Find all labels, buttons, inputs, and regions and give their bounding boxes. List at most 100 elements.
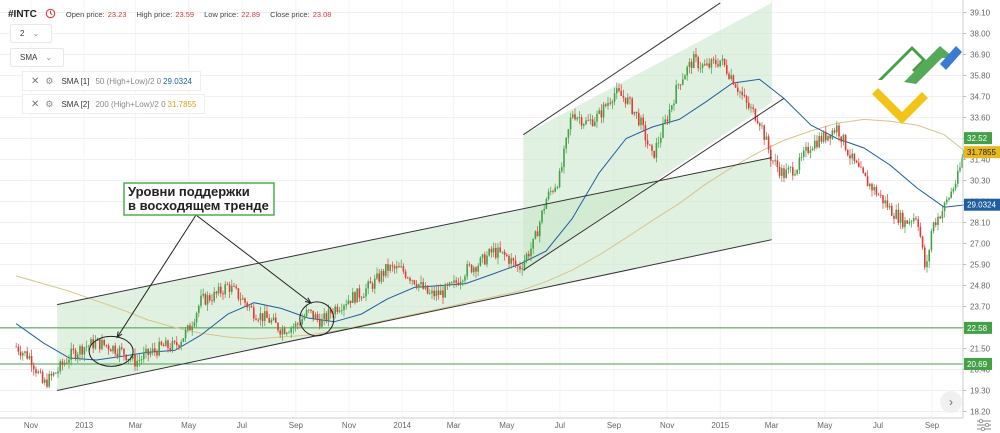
close-icon[interactable]: ✕ <box>31 75 40 87</box>
y-tick-label: 24.80 <box>970 282 991 291</box>
candle-body <box>571 114 574 118</box>
candle-body <box>950 191 952 198</box>
indicator-name: SMA [2] <box>61 99 90 109</box>
price-tag-label: 32.52 <box>967 134 988 143</box>
candle-body <box>226 284 229 286</box>
candle-body <box>508 255 510 264</box>
candle-body <box>182 338 185 343</box>
candle-body <box>37 371 39 374</box>
candle-body <box>175 342 178 346</box>
candle-body <box>794 173 796 176</box>
candle-body <box>446 284 449 286</box>
candle-body <box>901 212 904 228</box>
candle-body <box>41 372 44 383</box>
close-icon[interactable]: ✕ <box>31 98 40 110</box>
price-tag <box>964 146 1000 159</box>
interval-value: 2 <box>20 29 25 38</box>
candle-body <box>59 361 61 372</box>
candle-body <box>50 373 53 376</box>
candle-body <box>123 348 125 355</box>
candle-body <box>926 261 928 268</box>
candle-body <box>450 282 453 284</box>
annotation-line-2: в восходящем тренде <box>128 198 269 213</box>
price-tag-label: 31.7855 <box>967 148 996 157</box>
candle-body <box>534 231 537 239</box>
candle-body <box>83 347 86 355</box>
candle-body <box>747 102 750 109</box>
candle-body <box>162 344 165 347</box>
candle-body <box>930 231 933 251</box>
settings-icon[interactable] <box>977 418 991 431</box>
gear-icon[interactable]: ⚙ <box>45 98 54 109</box>
candle-body <box>556 187 559 188</box>
indicator-select[interactable]: SMA ⌄ <box>10 48 64 67</box>
candle-body <box>299 323 301 325</box>
candle-body <box>28 355 31 359</box>
candle-body <box>910 221 913 223</box>
candle-body <box>879 194 882 196</box>
candle-body <box>191 326 193 331</box>
candle-body <box>635 111 638 113</box>
candle-body <box>125 354 127 361</box>
candle-body <box>70 348 72 360</box>
candle-body <box>395 266 398 269</box>
candle-body <box>816 140 818 148</box>
candle-body <box>851 153 853 159</box>
candle-body <box>57 371 59 374</box>
candle-body <box>61 361 64 365</box>
candle-body <box>279 330 281 335</box>
candle-body <box>501 251 504 253</box>
candle-body <box>928 250 930 262</box>
brand-logo <box>872 46 962 124</box>
candle-body <box>673 103 675 106</box>
candle-body <box>695 54 697 58</box>
candle-body <box>305 310 308 317</box>
candle-body <box>448 282 451 286</box>
scroll-forward-button[interactable]: › <box>940 391 962 413</box>
y-tick-label: 36.90 <box>970 51 991 60</box>
open-value: 23.23 <box>107 9 127 19</box>
candle-body <box>541 210 543 223</box>
indicator-row-sma2[interactable]: ✕ ⚙ SMA [2] 200 (High+Low)/2 0 31.7855 <box>22 94 206 114</box>
candle-body <box>699 67 702 69</box>
chevron-right-icon: › <box>949 395 953 409</box>
candle-body <box>195 313 198 323</box>
y-tick-label: 19.30 <box>970 387 991 396</box>
candle-body <box>101 339 103 350</box>
candle-body <box>626 97 629 104</box>
candle-body <box>772 160 774 162</box>
time-axis[interactable]: Nov 2013 Mar May Jul Sep Nov 2014 Mar May Jul Sep No… <box>0 417 963 430</box>
candle-body <box>868 183 871 187</box>
x-tick-label: Mar <box>765 421 779 430</box>
candle-body <box>497 247 499 258</box>
candle-body <box>235 286 237 289</box>
candle-body <box>65 362 68 364</box>
candle-body <box>237 288 240 299</box>
candle-body <box>230 285 233 292</box>
candle-body <box>202 293 204 296</box>
candle-body <box>503 251 506 255</box>
candle-body <box>800 156 803 158</box>
candle-body <box>710 59 713 68</box>
candle-body <box>776 160 779 167</box>
candle-body <box>409 278 411 281</box>
candle-body <box>63 362 66 365</box>
candle-body <box>204 293 207 305</box>
interval-select[interactable]: 2 ⌄ <box>10 24 52 43</box>
candle-body <box>899 212 902 223</box>
candle-body <box>849 155 851 159</box>
candle-body <box>763 125 765 140</box>
candle-body <box>959 167 961 171</box>
clock-icon[interactable] <box>45 8 56 21</box>
symbol-label[interactable]: #INTC <box>8 8 37 20</box>
candle-body <box>312 310 314 319</box>
gear-icon[interactable]: ⚙ <box>45 75 54 86</box>
candle-body <box>648 144 651 146</box>
candle-body <box>743 95 746 97</box>
candle-body <box>787 167 790 170</box>
indicator-select-value: SMA <box>20 53 38 62</box>
x-tick-label: 2013 <box>75 421 93 430</box>
indicator-row-sma1[interactable]: ✕ ⚙ SMA [1] 50 (High+Low)/2 0 29.0324 <box>22 71 201 91</box>
candle-body <box>512 258 515 261</box>
